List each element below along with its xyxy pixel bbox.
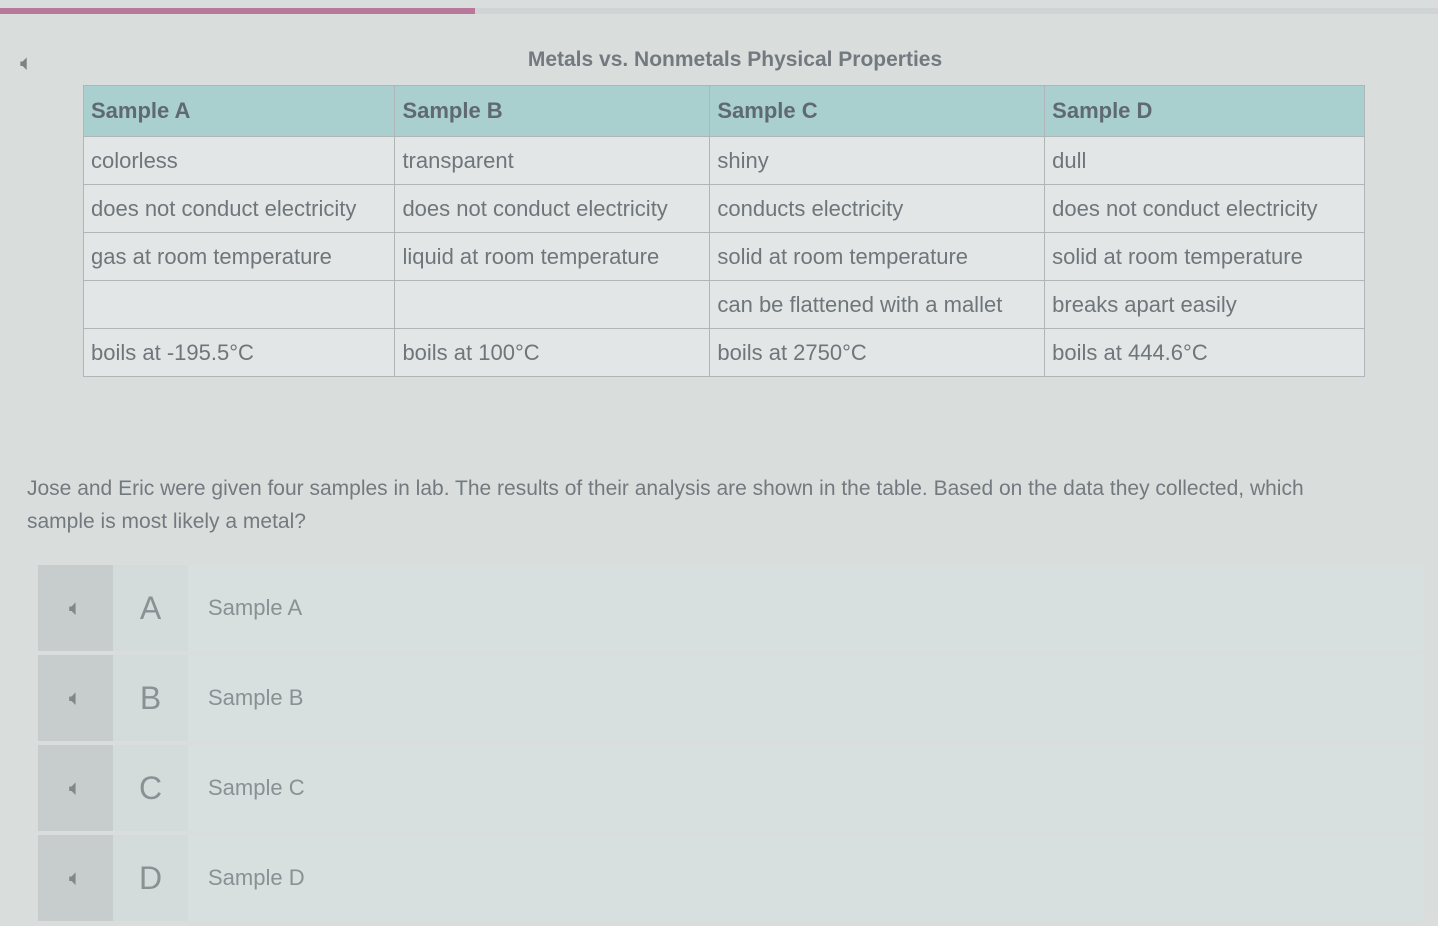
speaker-muted-icon[interactable]: 🔈︎ bbox=[38, 835, 113, 921]
table-cell: does not conduct electricity bbox=[82, 184, 396, 233]
option-text: Sample A bbox=[188, 565, 1423, 651]
option-letter: D bbox=[138, 859, 163, 896]
table-cell: gas at room temperature bbox=[82, 232, 396, 281]
column-header: Sample C bbox=[709, 85, 1046, 137]
table-title: Metals vs. Nonmetals Physical Properties bbox=[527, 48, 943, 71]
question-text: Jose and Eric were given four samples in… bbox=[27, 477, 1304, 533]
answer-option-c[interactable]: 🔈︎ C Sample C bbox=[38, 745, 1423, 831]
table-cell: boils at 444.6°C bbox=[1044, 328, 1365, 377]
table-cell: breaks apart easily bbox=[1044, 280, 1365, 329]
table-cell: liquid at room temperature bbox=[394, 232, 711, 281]
table-cell: can be flattened with a mallet bbox=[709, 280, 1046, 329]
option-letter: B bbox=[139, 679, 162, 716]
speaker-muted-icon[interactable]: 🔈︎ bbox=[38, 565, 113, 651]
progress-bar bbox=[0, 8, 1438, 14]
option-text: Sample C bbox=[188, 745, 1423, 831]
option-letter: C bbox=[138, 769, 163, 806]
table-row: boils at -195.5°C boils at 100°C boils at … bbox=[82, 328, 1365, 377]
table-cell: conducts electricity bbox=[709, 184, 1046, 233]
table-cell: dull bbox=[1044, 136, 1365, 185]
column-header: Sample D bbox=[1044, 85, 1365, 137]
table-row: gas at room temperature liquid at room te… bbox=[82, 232, 1365, 281]
answer-option-b[interactable]: 🔈︎ B Sample B bbox=[38, 655, 1423, 741]
answer-option-a[interactable]: 🔈︎ A Sample A bbox=[38, 565, 1423, 651]
table-cell: shiny bbox=[709, 136, 1046, 185]
table-cell: solid at room temperature bbox=[709, 232, 1046, 281]
table-cell: solid at room temperature bbox=[1044, 232, 1365, 281]
table-cell bbox=[82, 280, 396, 329]
column-header: Sample B bbox=[394, 85, 711, 137]
option-text: Sample B bbox=[188, 655, 1423, 741]
table-row: can be flattened with a mallet breaks apa… bbox=[82, 280, 1365, 329]
progress-fill bbox=[0, 8, 475, 14]
option-letter: A bbox=[139, 589, 162, 626]
table-cell bbox=[394, 280, 711, 329]
speaker-muted-icon[interactable]: 🔈︎ bbox=[38, 745, 113, 831]
speaker-muted-icon[interactable]: 🔈︎ bbox=[20, 50, 34, 75]
table-row: does not conduct electricity does not con… bbox=[82, 184, 1365, 233]
speaker-muted-icon[interactable]: 🔈︎ bbox=[38, 655, 113, 741]
table-cell: does not conduct electricity bbox=[394, 184, 711, 233]
option-text: Sample D bbox=[188, 835, 1423, 921]
table-cell: does not conduct electricity bbox=[1044, 184, 1365, 233]
table-cell: boils at -195.5°C bbox=[82, 328, 396, 377]
column-header: Sample A bbox=[82, 85, 396, 137]
table-row: colorless transparent shiny dull bbox=[82, 136, 1365, 185]
table-cell: boils at 100°C bbox=[394, 328, 711, 377]
properties-table: Sample A Sample B Sample C Sample D colorle… bbox=[82, 85, 1365, 377]
answer-option-d[interactable]: 🔈︎ D Sample D bbox=[38, 835, 1423, 921]
table-cell: colorless bbox=[82, 136, 396, 185]
table-cell: transparent bbox=[394, 136, 711, 185]
table-cell: boils at 2750°C bbox=[709, 328, 1046, 377]
